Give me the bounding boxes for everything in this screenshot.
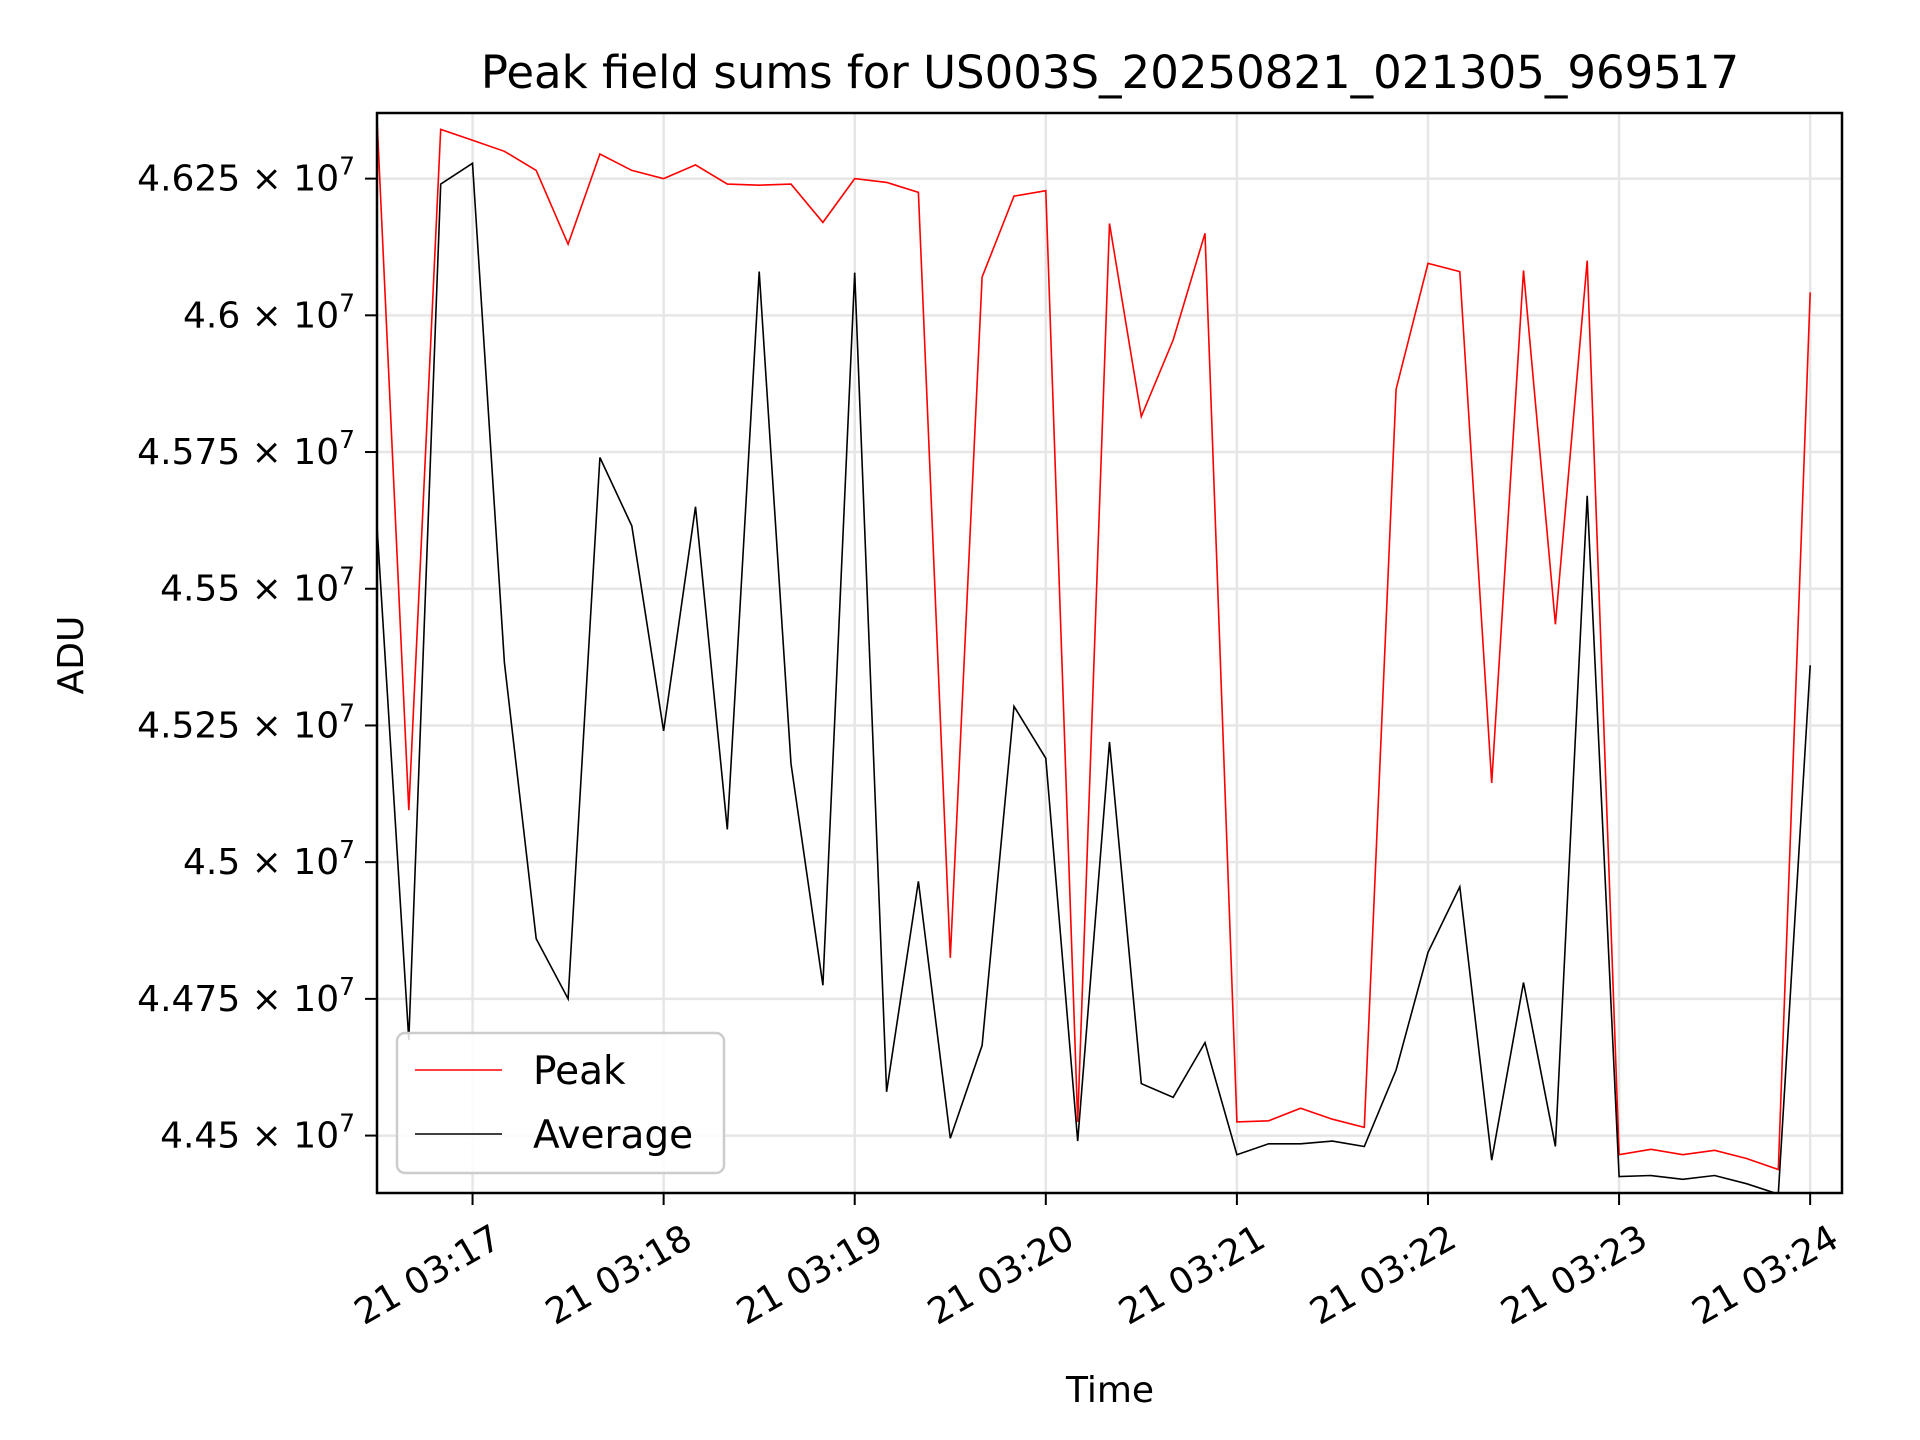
legend-label: Peak	[533, 1049, 626, 1094]
series-line-average	[377, 161, 1811, 1193]
y-tick-label: 4.575 × 107	[137, 425, 355, 473]
legend: Peak Average	[395, 1031, 726, 1175]
x-axis-label: Time	[1065, 1370, 1154, 1411]
y-tick-label: 4.525 × 107	[137, 698, 355, 746]
legend-label: Average	[533, 1113, 693, 1158]
plot-frame	[375, 111, 1844, 1195]
y-tick-label: 4.45 × 107	[160, 1109, 355, 1157]
y-tick-label: 4.5 × 107	[183, 835, 355, 883]
y-ticks: 4.45 × 107 4.475 × 107 4.5 × 107 4.525 × 10…	[137, 152, 377, 1157]
series-layer	[377, 118, 1811, 1193]
chart-title: Peak field sums for US003S_20250821_0213…	[481, 46, 1739, 99]
y-tick-label: 4.475 × 107	[137, 972, 355, 1020]
y-tick-label: 4.625 × 107	[137, 152, 355, 200]
y-tick-label: 4.6 × 107	[183, 288, 355, 336]
y-axis-label: ADU	[51, 616, 92, 695]
series-line-peak	[377, 118, 1811, 1171]
y-tick-label: 4.55 × 107	[160, 562, 355, 610]
legend-box	[395, 1031, 726, 1175]
